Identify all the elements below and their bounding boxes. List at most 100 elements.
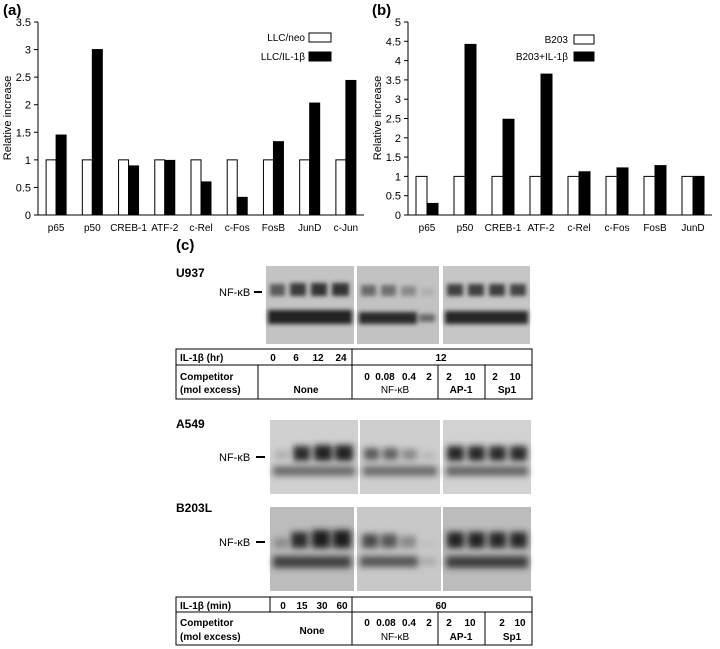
chart-b-legend-label-1: B203 — [545, 35, 569, 46]
chart-b-category-label: p65 — [419, 223, 436, 234]
panel-label-c: (c) — [176, 237, 194, 254]
table-u937-time-4: 24 — [335, 353, 347, 364]
chart-a-bar — [164, 159, 176, 216]
table-u937-ap1-label: AP-1 — [450, 385, 473, 396]
table-u937-nfkb-2: 0.08 — [375, 372, 395, 383]
chart-a-bar — [154, 159, 166, 216]
table-b203l-nfkb-2: 0.08 — [376, 618, 396, 629]
chart-a-bar — [262, 159, 274, 216]
chart-a-bar — [335, 159, 347, 216]
chart-a-bar — [345, 79, 357, 216]
chart-b: Relative increase 00.511.522.533.544.55 … — [372, 17, 712, 234]
gel-b203l-image — [270, 507, 531, 591]
table-u937-nfkb-4: 2 — [426, 372, 432, 383]
chart-b-ytick-label: 2 — [395, 133, 401, 145]
chart-b-bar — [464, 43, 477, 216]
chart-a-category-label: c-Fos — [225, 223, 250, 234]
table-b203l-none: None — [300, 626, 325, 637]
table-b203l-row1-label: IL-1β (min) — [180, 601, 231, 612]
gel-a549-cell-line: A549 — [176, 417, 205, 431]
table-b203l-sp1-1: 2 — [499, 618, 505, 629]
chart-a-bar — [272, 141, 284, 216]
table-b203l-ap1-2: 10 — [464, 618, 476, 629]
chart-a-bar — [55, 134, 67, 216]
chart-b-ytick-label: 1 — [395, 171, 401, 183]
table-u937-time-shared: 12 — [435, 353, 447, 364]
gel-u937-image — [266, 266, 530, 344]
table-u937-nfkb-label: NF-κB — [381, 385, 410, 396]
chart-a-bar — [81, 159, 93, 216]
gel-a549-band-label: NF-κB — [219, 452, 250, 464]
chart-b-bar — [643, 175, 656, 216]
gel-u937-band-label: NF-κB — [219, 287, 250, 299]
table-b203l-row2-label: Competitor — [180, 618, 233, 629]
gel-b203l-band-label: NF-κB — [219, 537, 250, 549]
table-b203l-time-1: 0 — [280, 601, 286, 612]
table-u937-row2-sublabel: (mol excess) — [180, 385, 241, 396]
chart-b-ytick-label: 1.5 — [386, 152, 401, 164]
chart-b-category-label: JunD — [681, 223, 704, 234]
chart-b-bar — [605, 175, 618, 216]
chart-b-legend-swatch-2 — [573, 51, 595, 62]
table-b203l-time-shared: 60 — [435, 601, 447, 612]
chart-a-bar — [45, 159, 57, 216]
table-b203l-nfkb-label: NF-κB — [381, 632, 410, 643]
table-u937-time-2: 6 — [293, 353, 299, 364]
chart-a-ytick-label: 1.5 — [16, 127, 31, 139]
table-u937-none: None — [294, 385, 319, 396]
table-u937-time-1: 0 — [270, 353, 276, 364]
table-u937-sp1-label: Sp1 — [498, 385, 517, 396]
table-b203l-row2-sublabel: (mol excess) — [180, 632, 241, 643]
gel-b203l: B203L NF-κB — [176, 501, 531, 591]
table-b203l-nfkb-4: 2 — [426, 618, 432, 629]
chart-a-ytick-label: 3.5 — [16, 17, 31, 29]
chart-a-ytick-label: 0 — [25, 210, 31, 222]
chart-b-bar — [567, 175, 580, 216]
chart-b-category-labels: p65 p50 CREB-1 ATF-2 c-Rel c-Fos FosB JunD — [419, 223, 705, 234]
table-b203l-nfkb-1: 0 — [364, 618, 370, 629]
chart-a-bar — [200, 181, 212, 216]
table-b203l-sp1-label: Sp1 — [503, 632, 522, 643]
chart-b-bar — [529, 175, 542, 216]
chart-b-category-label: c-Rel — [567, 223, 590, 234]
chart-a-bar — [236, 196, 248, 216]
chart-b-category-label: CREB-1 — [485, 223, 522, 234]
chart-b-bar — [681, 175, 694, 216]
chart-b-bars — [415, 43, 705, 216]
table-u937-nfkb-3: 0.4 — [402, 372, 416, 383]
chart-b-bar — [415, 175, 428, 216]
chart-a-category-label: p50 — [84, 223, 101, 234]
chart-a-tick-labels: 0 0.5 1 1.5 2 2.5 3 3.5 — [16, 17, 38, 222]
chart-a-bar — [226, 159, 238, 216]
chart-a-ytick-label: 2.5 — [16, 72, 31, 84]
chart-b-bar — [692, 175, 705, 216]
chart-b-tick-labels: 0 0.5 1 1.5 2 2.5 3 3.5 4 4.5 5 — [386, 17, 408, 222]
chart-a-category-label: c-Jun — [334, 223, 358, 234]
chart-b-bar — [578, 171, 591, 216]
chart-b-bar — [426, 202, 439, 216]
chart-a-category-label: p65 — [48, 223, 65, 234]
chart-a-ylabel: Relative increase — [2, 76, 14, 160]
chart-b-category-label: p50 — [457, 223, 474, 234]
chart-b-bar — [491, 175, 504, 216]
table-u937: IL-1β (hr) 0 6 12 24 12 Competitor (mol … — [175, 348, 533, 400]
chart-a-ytick-label: 2 — [25, 100, 31, 112]
gel-a549-image — [270, 420, 531, 494]
chart-a-bars — [45, 49, 357, 216]
table-u937-time-3: 12 — [312, 353, 324, 364]
gel-b203l-cell-line: B203L — [176, 501, 212, 515]
chart-b-category-label: FosB — [643, 223, 667, 234]
chart-b-ytick-label: 0 — [395, 210, 401, 222]
chart-b-bar — [453, 175, 466, 216]
chart-b-legend: B203 B203+IL-1β — [516, 34, 595, 63]
table-u937-nfkb-1: 0 — [364, 372, 370, 383]
table-u937-sp1-2: 10 — [509, 372, 521, 383]
table-u937-row1-label: IL-1β (hr) — [180, 353, 223, 364]
chart-b-legend-label-2: B203+IL-1β — [516, 52, 568, 63]
chart-a-ytick-label: 3 — [25, 45, 31, 57]
chart-a-legend-swatch-2 — [308, 51, 332, 62]
gel-u937: U937 NF-κB — [176, 266, 530, 344]
chart-a-legend: LLC/neo LLC/IL-1β — [261, 32, 332, 63]
chart-b-ytick-label: 4.5 — [386, 36, 401, 48]
